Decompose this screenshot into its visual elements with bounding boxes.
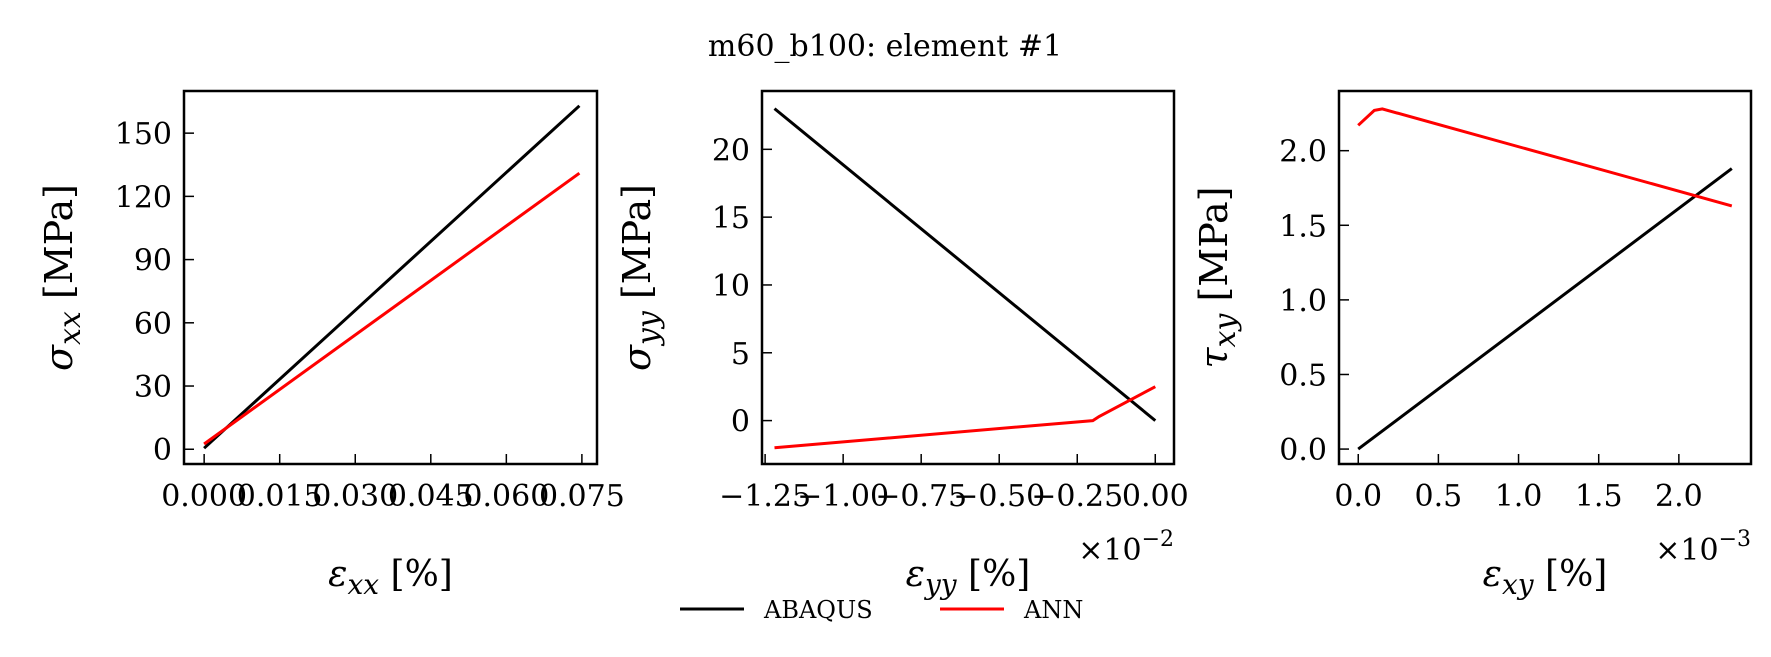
y-tick-label: 30 <box>134 370 172 405</box>
y-tick-label: 1.5 <box>1279 209 1327 244</box>
x-tick-label: 2.0 <box>1655 479 1703 514</box>
x-tick-label: −0.75 <box>875 479 967 514</box>
x-axis-label: εxy [%] <box>1483 554 1608 601</box>
x-tick-label: 0.060 <box>463 479 549 514</box>
x-offset-text: ×10−3 <box>1655 527 1751 568</box>
y-tick-label: 0 <box>153 433 172 468</box>
legend-entry-abaqus: ABAQUS <box>680 596 873 624</box>
x-tick-label: 1.5 <box>1575 479 1623 514</box>
y-tick-label: 1.0 <box>1279 284 1327 319</box>
y-tick-label: 5 <box>731 337 750 372</box>
y-tick-label: 60 <box>134 307 172 342</box>
subplots: 0.0000.0150.0300.0450.0600.0750306090120… <box>37 89 1753 601</box>
x-tick-label: −0.50 <box>953 479 1045 514</box>
y-axis-label: σxx [MPa] <box>37 184 88 371</box>
x-tick-label: −1.00 <box>797 479 889 514</box>
series-line-abaqus <box>203 104 581 450</box>
series-line-abaqus <box>1357 167 1733 451</box>
x-tick-label: −0.25 <box>1031 479 1123 514</box>
y-tick-label: 0.0 <box>1279 433 1327 468</box>
y-axis-label: τxy [MPa] <box>1192 186 1243 368</box>
x-axis-label: εxx [%] <box>328 554 453 601</box>
y-tick-label: 15 <box>712 201 750 236</box>
axes-frame <box>760 89 1176 466</box>
y-tick-label: 150 <box>115 117 172 152</box>
y-tick-label: 0 <box>731 405 750 440</box>
x-tick-label: 0.000 <box>161 479 247 514</box>
y-tick-label: 120 <box>115 180 172 215</box>
figure-title: m60_b100: element #1 <box>708 29 1062 64</box>
legend: ABAQUS ANN <box>680 596 1083 624</box>
y-tick-label: 0.5 <box>1279 358 1327 393</box>
x-tick-label: 0.0 <box>1334 479 1382 514</box>
y-tick-label: 90 <box>134 244 172 279</box>
series-line-ann <box>1357 107 1733 208</box>
x-tick-label: −1.25 <box>719 479 811 514</box>
x-tick-label: 1.0 <box>1495 479 1543 514</box>
x-tick-label: 0.00 <box>1122 479 1189 514</box>
x-tick-label: 0.5 <box>1415 479 1463 514</box>
y-tick-label: 20 <box>712 133 750 168</box>
axes-frame <box>1337 89 1753 466</box>
series-line-ann <box>203 171 581 446</box>
x-tick-label: 0.045 <box>388 479 474 514</box>
x-tick-label: 0.015 <box>237 479 323 514</box>
y-tick-label: 2.0 <box>1279 135 1327 170</box>
x-offset-text: ×10−2 <box>1078 527 1174 568</box>
legend-entry-ann: ANN <box>940 596 1083 624</box>
axes-frame <box>182 89 599 466</box>
subplot-2: −1.25−1.00−0.75−0.50−0.250.00 0 5 10 15 20 εyy… <box>615 89 1189 601</box>
y-tick-label: 10 <box>712 269 750 304</box>
x-axis-label: εyy [%] <box>906 554 1031 601</box>
x-tick-label: 0.075 <box>539 479 625 514</box>
series-line-abaqus <box>773 107 1157 422</box>
series-line-ann <box>774 385 1157 450</box>
legend-label: ANN <box>1023 596 1083 624</box>
y-axis-label: σyy [MPa] <box>615 184 666 371</box>
x-tick-label: 0.030 <box>312 479 398 514</box>
legend-label: ABAQUS <box>763 596 873 624</box>
subplot-3: 0.0 0.5 1.0 1.5 2.0 0.0 0.5 1.0 1.5 2.0 εxy [%] τxy… <box>1192 89 1753 601</box>
